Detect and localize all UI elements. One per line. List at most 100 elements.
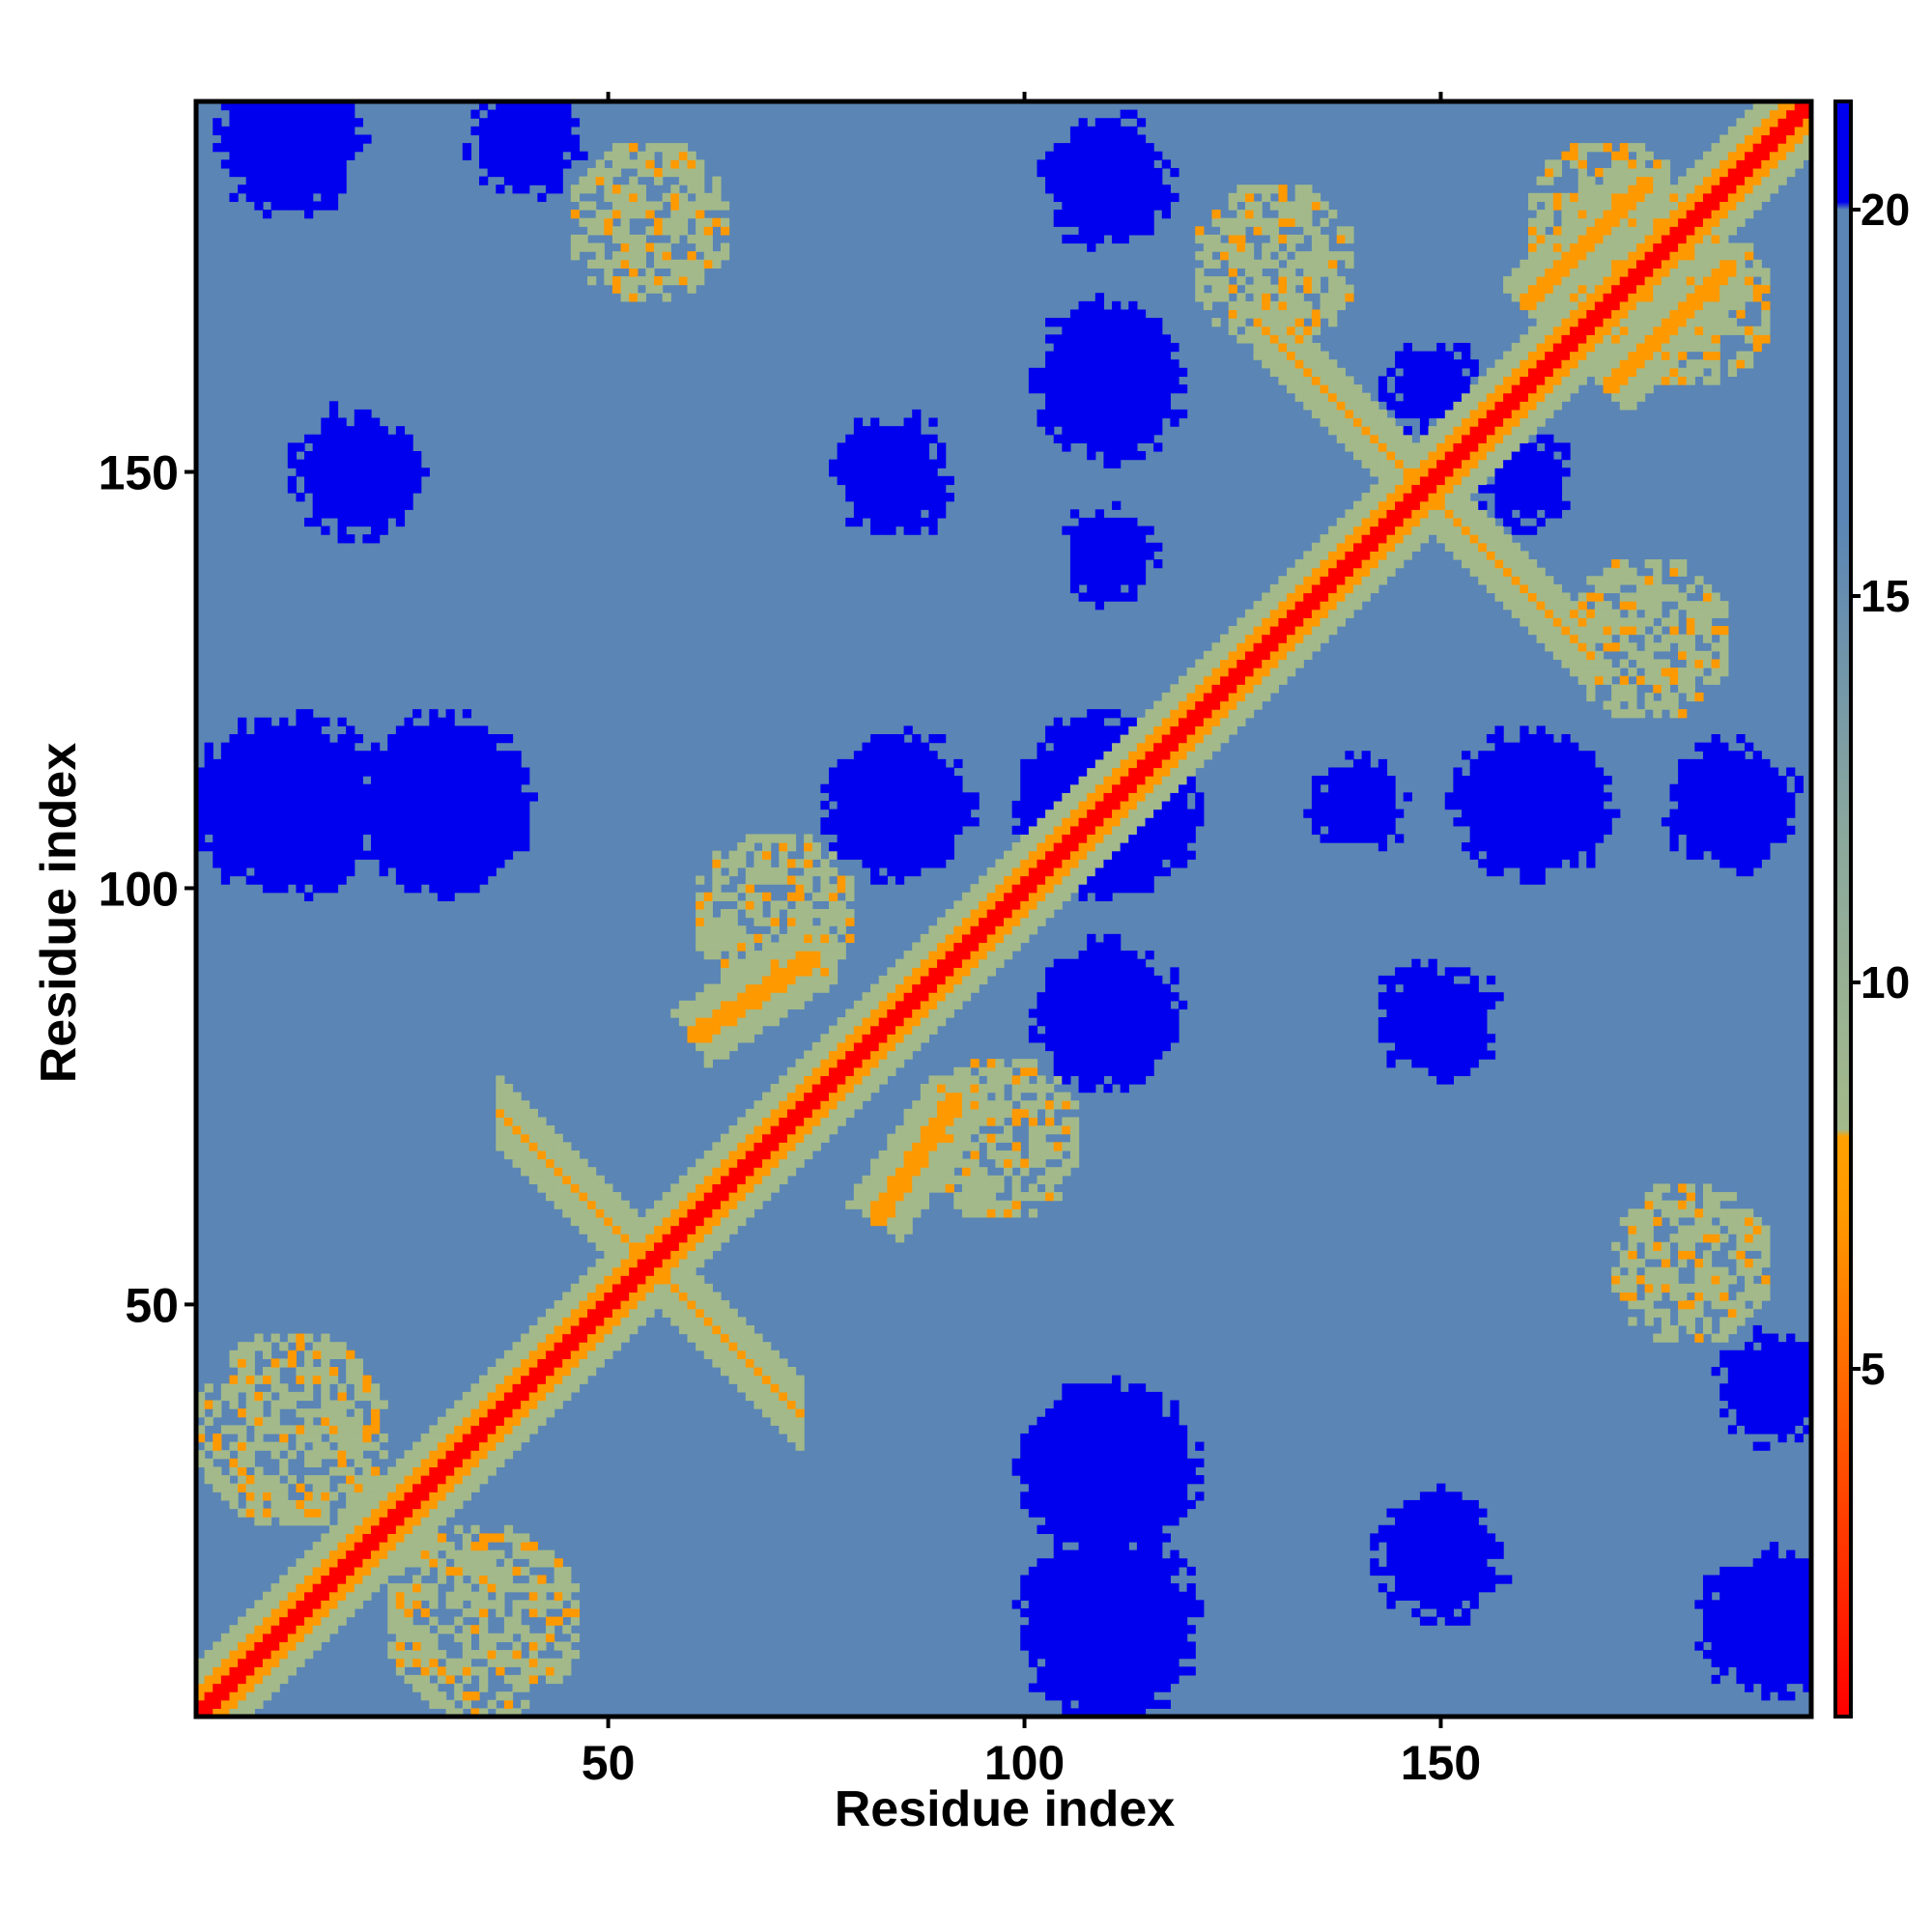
heatmap-cell	[712, 1167, 722, 1177]
heatmap-cell	[370, 1533, 381, 1543]
heatmap-cell	[445, 809, 455, 818]
heatmap-cell	[762, 942, 772, 952]
heatmap-cell	[887, 983, 896, 993]
heatmap-cell	[604, 268, 613, 277]
heatmap-cell	[637, 192, 646, 203]
heatmap-cell	[387, 1616, 397, 1626]
heatmap-cell	[554, 1375, 563, 1384]
heatmap-cell	[462, 1691, 472, 1701]
heatmap-cell	[970, 975, 980, 985]
heatmap-cell	[404, 493, 413, 502]
heatmap-cell	[362, 800, 372, 810]
heatmap-cell	[1037, 758, 1046, 769]
heatmap-cell	[296, 776, 305, 785]
heatmap-cell	[437, 1666, 447, 1676]
heatmap-cell	[970, 1192, 980, 1202]
heatmap-cell	[354, 1441, 363, 1451]
heatmap-cell	[245, 850, 255, 860]
heatmap-cell	[279, 1658, 289, 1667]
heatmap-cell	[254, 1466, 264, 1476]
heatmap-cell	[970, 1092, 980, 1101]
heatmap-cell	[1045, 1650, 1055, 1660]
heatmap-cell	[254, 1416, 264, 1426]
heatmap-cell	[545, 101, 555, 111]
heatmap-cell	[645, 275, 655, 286]
heatmap-cell	[404, 468, 413, 477]
heatmap-cell	[528, 792, 538, 802]
heatmap-cell	[270, 134, 280, 144]
heatmap-cell	[837, 758, 846, 769]
heatmap-cell	[811, 1066, 821, 1076]
heatmap-cell	[337, 1542, 347, 1551]
heatmap-cell	[429, 1508, 439, 1518]
heatmap-cell	[762, 1017, 772, 1027]
heatmap-cell	[903, 1158, 913, 1168]
heatmap-cell	[312, 176, 322, 185]
heatmap-cell	[970, 1083, 980, 1094]
heatmap-cell	[654, 201, 664, 211]
heatmap-cell	[328, 1549, 339, 1559]
heatmap-cell	[312, 867, 322, 877]
heatmap-cell	[470, 809, 480, 818]
heatmap-cell	[220, 126, 231, 136]
heatmap-cell	[229, 850, 239, 860]
heatmap-cell	[213, 1674, 222, 1685]
heatmap-cell	[845, 1017, 855, 1027]
heatmap-cell	[420, 1674, 430, 1685]
heatmap-cell	[986, 1059, 996, 1068]
heatmap-cell	[837, 1100, 846, 1110]
heatmap-cell	[895, 1192, 905, 1202]
heatmap-cell	[637, 1308, 646, 1318]
heatmap-cell	[279, 792, 289, 802]
heatmap-cell	[420, 1607, 430, 1618]
heatmap-cell	[912, 409, 922, 419]
heatmap-cell	[328, 792, 339, 802]
heatmap-cell	[595, 1200, 605, 1209]
heatmap-cell	[537, 1383, 547, 1393]
heatmap-cell	[204, 1383, 213, 1393]
heatmap-cell	[454, 742, 464, 752]
heatmap-cell	[995, 1059, 1005, 1068]
heatmap-cell	[362, 475, 372, 486]
heatmap-cell	[296, 767, 305, 777]
heatmap-cell	[420, 1499, 430, 1510]
heatmap-cell	[703, 201, 713, 211]
heatmap-cell	[512, 1616, 522, 1626]
heatmap-cell	[245, 118, 255, 128]
heatmap-cell	[204, 1708, 213, 1718]
heatmap-cell	[753, 1142, 763, 1151]
heatmap-cell	[1011, 900, 1021, 910]
heatmap-cell	[445, 1625, 455, 1634]
heatmap-cell	[562, 1192, 572, 1202]
heatmap-cell	[562, 1333, 572, 1343]
heatmap-cell	[587, 1266, 597, 1276]
heatmap-cell	[1037, 776, 1046, 785]
heatmap-cell	[420, 1683, 430, 1692]
heatmap-cell	[321, 817, 330, 827]
heatmap-cell	[870, 783, 880, 793]
heatmap-cell	[562, 1200, 572, 1209]
heatmap-cell	[1028, 1183, 1038, 1193]
heatmap-cell	[304, 892, 314, 901]
heatmap-cell	[462, 1425, 472, 1435]
heatmap-cell	[961, 1108, 972, 1119]
heatmap-cell	[445, 850, 455, 860]
heatmap-cell	[961, 1192, 972, 1202]
heatmap-cell	[1062, 1034, 1071, 1043]
heatmap-cell	[670, 1275, 680, 1285]
heatmap-cell	[811, 942, 821, 952]
heatmap-cell	[979, 1083, 988, 1094]
heatmap-cell	[579, 1308, 588, 1318]
heatmap-cell	[786, 1400, 797, 1409]
heatmap-cell	[837, 942, 846, 952]
heatmap-cell	[321, 734, 330, 744]
heatmap-cell	[837, 767, 846, 777]
heatmap-cell	[229, 758, 239, 769]
heatmap-cell	[346, 134, 355, 144]
heatmap-cell	[512, 842, 522, 852]
heatmap-cell	[437, 742, 447, 752]
heatmap-cell	[820, 1050, 830, 1060]
heatmap-cell	[745, 942, 755, 952]
heatmap-cell	[213, 1666, 222, 1676]
heatmap-cell	[1028, 1117, 1038, 1126]
